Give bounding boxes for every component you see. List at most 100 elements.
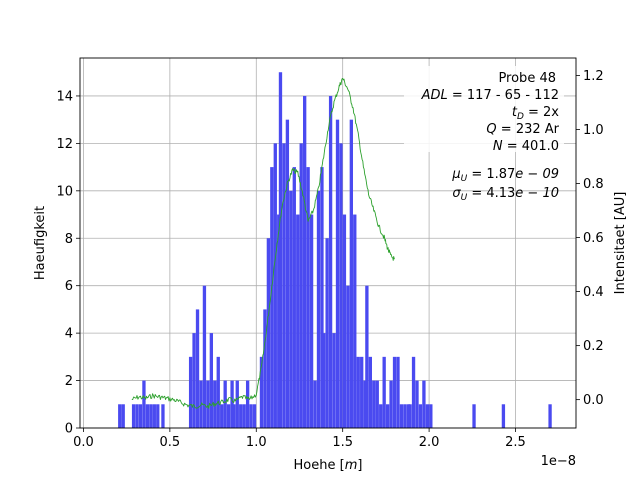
histogram-bar xyxy=(328,95,333,428)
histogram-bar xyxy=(235,380,239,428)
histogram-bar xyxy=(156,404,160,428)
histogram-bar xyxy=(408,404,412,428)
histogram-bar xyxy=(232,404,236,428)
histogram-bar xyxy=(325,238,329,428)
histogram-bar xyxy=(273,143,277,428)
histogram-bar xyxy=(296,214,300,428)
histogram-bar xyxy=(335,119,340,429)
histogram-bar xyxy=(242,404,246,428)
histogram-bar xyxy=(226,404,231,428)
histogram-bar xyxy=(379,404,383,428)
histogram-bar xyxy=(363,380,367,428)
histogram-bar xyxy=(406,404,411,428)
y-tick-label: 0 xyxy=(65,422,73,437)
x-tick-label: 1.0 xyxy=(246,435,267,450)
x-multiplier-label: 1e−8 xyxy=(541,454,576,469)
x-tick-label: 2.5 xyxy=(505,435,526,450)
histogram-bar xyxy=(548,404,552,428)
histogram-bar xyxy=(349,119,353,429)
histogram-bar xyxy=(220,404,224,428)
histogram-bar xyxy=(202,285,207,428)
histogram-bar xyxy=(249,404,253,428)
histogram-bar xyxy=(389,380,393,428)
histogram-bar xyxy=(399,404,404,428)
histogram-bar xyxy=(392,356,397,428)
sigma-label: σU = 4.13e − 10 xyxy=(452,186,559,203)
probe-label: Probe 48 xyxy=(498,71,556,86)
y2-tick-label: 0.4 xyxy=(583,285,604,300)
n-label: N = 401.0 xyxy=(493,139,559,154)
x-tick-label: 0.0 xyxy=(73,435,94,450)
y-tick-label: 8 xyxy=(65,232,73,247)
plot-frame xyxy=(79,57,577,429)
histogram-bar xyxy=(429,404,433,428)
histogram-bar xyxy=(342,214,347,428)
histogram-bar xyxy=(372,380,376,428)
y2-tick-label: 1.2 xyxy=(583,69,604,84)
histogram-bar xyxy=(396,356,400,428)
histogram-bar xyxy=(230,380,234,428)
intensity-line-group xyxy=(131,77,395,409)
histogram-bar xyxy=(152,404,156,428)
y-axis-ticks: 0 2 4 6 8 10 12 14 xyxy=(56,89,80,437)
histogram-bar xyxy=(285,119,290,429)
y-tick-label: 2 xyxy=(65,374,73,389)
histogram-bars xyxy=(118,72,552,429)
histogram-bar xyxy=(425,404,430,428)
y2-tick-label: 0.0 xyxy=(583,393,604,408)
histogram-bar xyxy=(375,380,379,428)
adl-label: ADL = 117 - 65 - 112 xyxy=(421,88,559,103)
histogram-bar xyxy=(385,404,390,428)
histogram-bar xyxy=(270,167,274,428)
histogram-bar xyxy=(277,214,281,428)
x-axis-ticks: 0.0 0.5 1.0 1.5 2.0 2.5 xyxy=(73,428,526,450)
histogram-bar xyxy=(188,356,193,428)
histogram-bar xyxy=(135,404,139,428)
histogram-bar xyxy=(356,356,360,428)
histogram-bar xyxy=(332,333,336,428)
histogram-bar xyxy=(472,404,476,428)
y2-axis-label: Intensitaet [AU] xyxy=(613,192,628,295)
histogram-bar xyxy=(149,404,153,428)
histogram-bar xyxy=(368,356,373,428)
y-axis-label: Haeufigkeit xyxy=(33,206,48,280)
histogram-bar xyxy=(360,356,364,428)
histogram-bar xyxy=(418,404,423,428)
histogram-bar xyxy=(353,214,357,428)
histogram-bar xyxy=(306,167,310,428)
histogram-bar xyxy=(145,404,150,428)
histogram-bar xyxy=(346,285,350,428)
histogram-bar xyxy=(278,72,283,428)
histogram-bar xyxy=(320,167,324,428)
y-tick-label: 12 xyxy=(56,137,73,152)
histogram-bar xyxy=(411,356,416,428)
histogram-bar xyxy=(292,167,296,428)
histogram-bar xyxy=(259,356,264,428)
x-tick-label: 1.5 xyxy=(332,435,353,450)
y2-tick-label: 0.6 xyxy=(583,231,604,246)
histogram-bar xyxy=(289,190,293,428)
histogram-bar xyxy=(142,380,146,428)
histogram-bar xyxy=(316,190,321,428)
histogram-bar xyxy=(339,143,343,428)
td-label: tD = 2x xyxy=(512,105,559,122)
x-axis-label: Hoehe [m] xyxy=(294,458,363,473)
histogram-bar xyxy=(282,143,286,428)
histogram-bar xyxy=(263,309,267,428)
histogram-bar xyxy=(118,404,122,428)
histogram-bar xyxy=(422,380,426,428)
histogram-bar xyxy=(192,333,196,428)
histogram-bar xyxy=(266,238,271,428)
histogram-bar xyxy=(322,333,326,428)
q-label: Q = 232 Ar xyxy=(486,122,559,137)
histogram-bar xyxy=(313,380,317,428)
histogram-bar xyxy=(121,404,125,428)
histogram-bar xyxy=(252,404,257,428)
histogram-bar xyxy=(403,404,407,428)
histogram-bar xyxy=(309,214,314,428)
y-tick-label: 14 xyxy=(56,89,73,104)
histogram-bar xyxy=(245,380,250,428)
y-tick-label: 4 xyxy=(65,327,73,342)
y2-tick-label: 0.8 xyxy=(583,177,604,192)
